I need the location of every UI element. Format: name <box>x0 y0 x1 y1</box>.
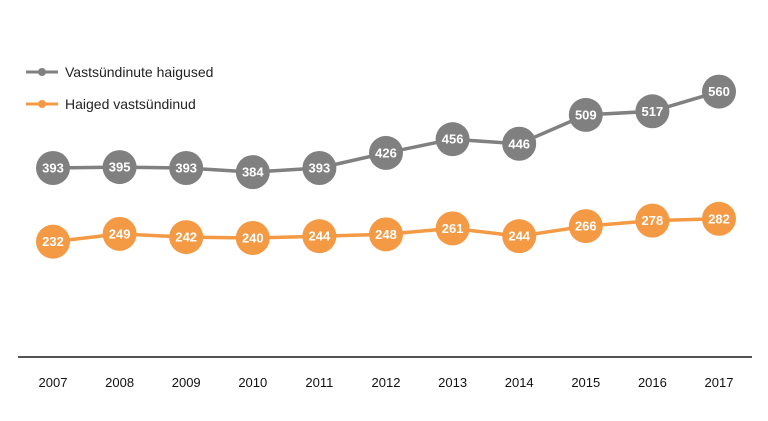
x-tick-label-2010: 2010 <box>238 375 267 390</box>
data-label-s1-2015: 509 <box>575 107 597 122</box>
legend-item-series-1: Vastsündinute haigused <box>26 64 213 80</box>
legend-item-series-2: Haiged vastsündinud <box>26 96 196 112</box>
data-point-s2-2016 <box>635 203 670 238</box>
legend: Vastsündinute haigused Haiged vastsündin… <box>26 64 213 112</box>
x-tick-label-2007: 2007 <box>39 375 68 390</box>
x-tick-label-2009: 2009 <box>172 375 201 390</box>
legend-label-series-2: Haiged vastsündinud <box>65 96 196 112</box>
legend-marker-series-1 <box>38 68 46 76</box>
data-point-s2-2015 <box>568 209 603 244</box>
data-point-s1-2015 <box>568 97 603 132</box>
plot-area: 2007 2008 2009 2010 2011 2012 2013 2014 2015 2016… <box>36 74 736 390</box>
data-label-s1-2009: 393 <box>175 161 197 176</box>
x-tick-label-2017: 2017 <box>705 375 734 390</box>
x-tick-label-2011: 2011 <box>305 375 333 390</box>
data-label-s2-2012: 248 <box>375 227 397 242</box>
data-label-s1-2013: 456 <box>442 132 464 147</box>
data-point-s2-2009 <box>169 220 204 255</box>
data-label-s2-2017: 282 <box>708 211 730 226</box>
data-point-s2-2007 <box>36 224 70 259</box>
data-label-s1-2010: 384 <box>242 165 264 180</box>
data-label-s2-2008: 249 <box>109 226 131 241</box>
data-point-s1-2017 <box>702 74 736 109</box>
data-point-s2-2011 <box>302 219 337 254</box>
data-point-s2-2014 <box>502 219 537 254</box>
data-point-s2-2008 <box>102 216 137 251</box>
data-point-s2-2010 <box>235 220 270 255</box>
data-label-s1-2014: 446 <box>508 136 530 151</box>
x-tick-label-2015: 2015 <box>571 375 600 390</box>
data-label-s1-2007: 393 <box>42 161 64 176</box>
x-tick-label-2008: 2008 <box>105 375 134 390</box>
data-point-s1-2010 <box>235 155 270 190</box>
data-point-s1-2012 <box>369 135 403 170</box>
data-label-s1-2011: 393 <box>309 161 331 176</box>
data-point-s2-2012 <box>369 217 403 252</box>
data-label-s1-2017: 560 <box>708 84 730 99</box>
legend-marker-series-2 <box>38 100 46 108</box>
data-label-s2-2009: 242 <box>175 230 197 245</box>
data-label-s2-2016: 278 <box>642 213 664 228</box>
data-point-s1-2007 <box>36 151 70 185</box>
data-label-s2-2014: 244 <box>508 229 530 244</box>
x-tick-label-2014: 2014 <box>505 375 534 390</box>
x-tick-label-2016: 2016 <box>638 375 667 390</box>
data-label-s1-2016: 517 <box>642 104 664 119</box>
data-point-s1-2014 <box>502 126 537 161</box>
data-point-s1-2009 <box>169 151 204 185</box>
data-label-s2-2015: 266 <box>575 219 597 234</box>
data-point-s2-2013 <box>435 211 470 246</box>
data-point-s1-2016 <box>635 94 670 129</box>
x-tick-label-2012: 2012 <box>372 375 401 390</box>
data-label-s2-2007: 232 <box>42 234 64 249</box>
data-point-s2-2017 <box>702 201 736 236</box>
data-point-s1-2008 <box>102 150 137 185</box>
data-label-s2-2013: 261 <box>442 221 464 236</box>
data-label-s2-2011: 244 <box>309 229 331 244</box>
data-label-s2-2010: 240 <box>242 230 264 245</box>
data-point-s1-2011 <box>302 151 337 185</box>
data-label-s1-2012: 426 <box>375 145 397 160</box>
data-point-s1-2013 <box>435 122 470 157</box>
data-label-s1-2008: 395 <box>109 160 131 175</box>
x-tick-label-2013: 2013 <box>438 375 467 390</box>
legend-label-series-1: Vastsündinute haigused <box>65 64 213 80</box>
